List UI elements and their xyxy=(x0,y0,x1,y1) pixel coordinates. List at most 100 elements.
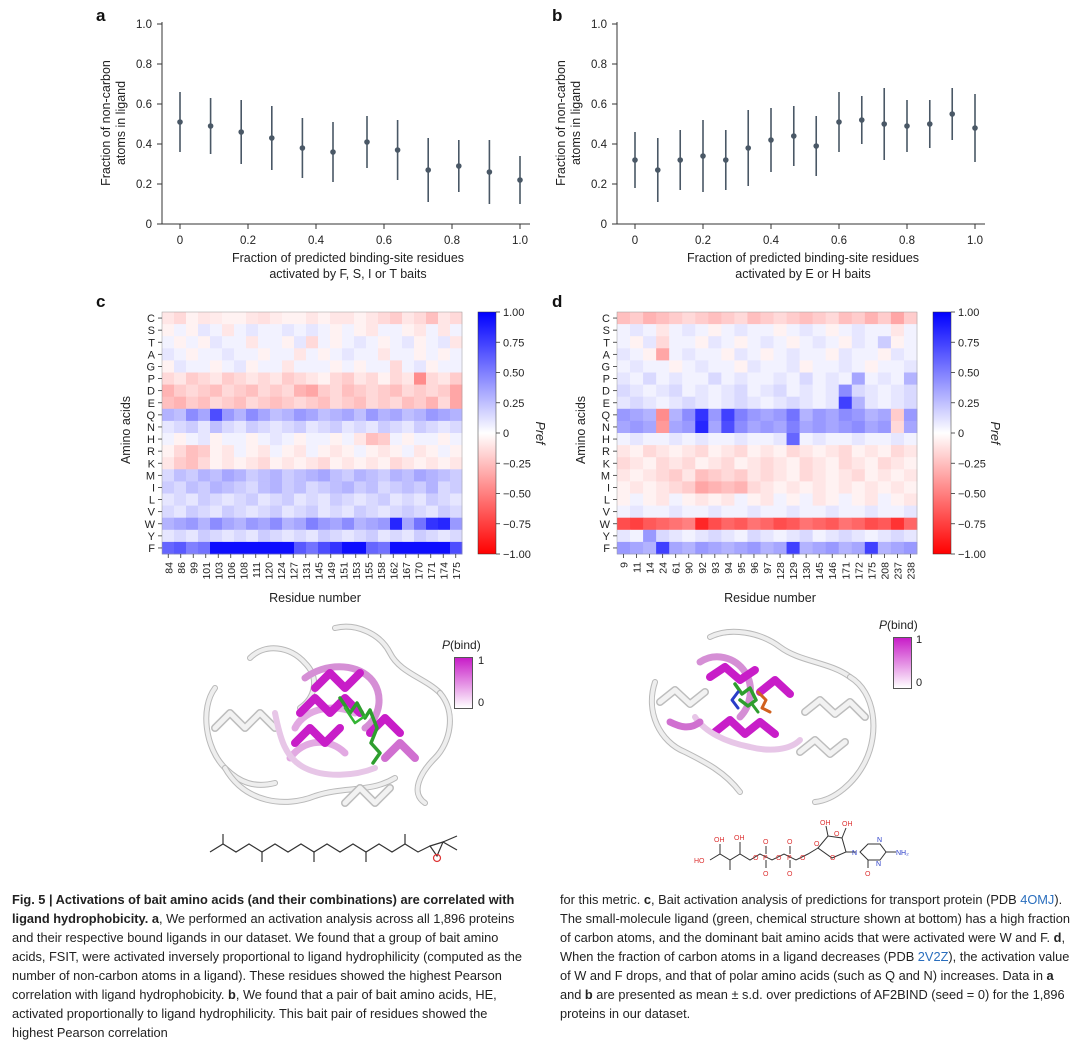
heatmap-cell xyxy=(630,420,644,434)
heatmap-cell xyxy=(825,433,840,446)
heatmap-cell xyxy=(330,457,343,470)
y-tick-label: 0.4 xyxy=(136,139,153,151)
heatmap-cell xyxy=(760,312,774,325)
heatmap-cell xyxy=(734,348,748,361)
heatmap-cell xyxy=(258,396,271,410)
pdb-link-2v2z[interactable]: 2V2Z xyxy=(917,949,949,964)
x-tick-label: 0.4 xyxy=(308,235,325,247)
heatmap-cell xyxy=(708,469,722,482)
heatmap-cell xyxy=(682,360,696,373)
heatmap-cell xyxy=(838,529,853,543)
bind-legend-p: P xyxy=(879,618,888,632)
heatmap-cell xyxy=(747,445,761,458)
heatmap-cell xyxy=(799,312,814,325)
heatmap-cell xyxy=(721,384,735,398)
heatmap-cell xyxy=(773,408,787,422)
heatmap-cell xyxy=(222,469,235,482)
heatmap-cell xyxy=(390,420,403,434)
heatmap-cell xyxy=(799,384,814,398)
heatmap-cell xyxy=(617,517,631,531)
heatmap-cell xyxy=(825,481,840,494)
heatmap-cell xyxy=(695,348,709,361)
heatmap-cell xyxy=(378,372,391,385)
heatmap-cell xyxy=(246,529,259,543)
heatmap-cell xyxy=(414,324,427,337)
heatmap-cell xyxy=(378,312,391,325)
heatmap-cell xyxy=(799,336,814,349)
heatmap-cell xyxy=(643,481,657,494)
heatmap-cell xyxy=(721,457,735,470)
heatmap-cell xyxy=(708,312,722,325)
heatmap-cell xyxy=(682,396,696,410)
heatmap-cell xyxy=(617,408,631,422)
heatmap-cell xyxy=(414,481,427,494)
heatmap-cell xyxy=(354,445,367,458)
atom-label: O xyxy=(787,871,793,878)
pdb-link-4omj[interactable]: 4OMJ xyxy=(1020,892,1055,907)
heatmap-cell xyxy=(162,529,175,543)
heatmap-cell xyxy=(851,420,866,434)
heatmap-cell xyxy=(695,372,709,385)
heatmap-cell xyxy=(656,445,670,458)
heatmap-cell xyxy=(198,372,211,385)
heatmap-cell xyxy=(402,312,415,325)
heatmap-cell xyxy=(174,445,187,458)
heatmap-cell xyxy=(656,384,670,398)
heatmap-cell xyxy=(366,541,379,555)
heatmap-cell xyxy=(390,529,403,543)
heatmap-cell xyxy=(708,348,722,361)
heatmap-cell xyxy=(747,324,761,337)
heatmap-cell xyxy=(890,348,905,361)
atom-label: OH xyxy=(842,821,853,828)
heatmap-cell xyxy=(799,445,814,458)
heatmap-cell xyxy=(174,384,187,398)
heatmap-cell xyxy=(825,312,840,325)
heatmap-cell xyxy=(864,481,879,494)
heatmap-cell xyxy=(877,517,892,531)
heatmap-cell xyxy=(864,493,879,506)
x-axis-label-line-2: activated by F, S, I or T baits xyxy=(269,267,426,281)
heatmap-cell xyxy=(282,529,295,543)
heatmap-cell xyxy=(318,420,331,434)
row-label: V xyxy=(148,507,156,519)
caption-and: and xyxy=(560,987,585,1002)
heatmap-cell xyxy=(354,420,367,434)
heatmap-cell xyxy=(186,384,199,398)
bind-colorbar-left xyxy=(454,657,473,709)
heatmap-cell xyxy=(450,457,463,470)
heatmap-cell xyxy=(721,396,735,410)
heatmap-cell xyxy=(186,445,199,458)
heatmap-cell xyxy=(695,420,709,434)
heatmap-cell xyxy=(426,493,439,506)
row-label: Y xyxy=(603,531,611,543)
heatmap-cell xyxy=(162,348,175,361)
heatmap-cell xyxy=(222,457,235,470)
heatmap-cell xyxy=(630,360,644,373)
heatmap-cell xyxy=(721,517,735,531)
heatmap-cell xyxy=(450,396,463,410)
col-label: 153 xyxy=(351,562,363,580)
heatmap-cell xyxy=(695,517,709,531)
row-label: G xyxy=(601,361,610,373)
col-label: 14 xyxy=(645,562,657,574)
heatmap-cell xyxy=(402,336,415,349)
heatmap-cell xyxy=(198,541,211,555)
heatmap-cell xyxy=(760,433,774,446)
heatmap-cell xyxy=(643,384,657,398)
heatmap-cell xyxy=(812,445,827,458)
heatmap-cell xyxy=(773,493,787,506)
y-tick-label: 0 xyxy=(146,219,152,231)
row-label: E xyxy=(148,398,155,410)
heatmap-cell xyxy=(812,433,827,446)
heatmap-cell xyxy=(342,517,355,531)
heatmap-cell xyxy=(354,433,367,446)
heatmap-cell xyxy=(643,445,657,458)
heatmap-cell xyxy=(864,408,879,422)
heatmap-cell xyxy=(366,433,379,446)
heatmap-cell xyxy=(682,408,696,422)
heatmap-cell xyxy=(318,360,331,373)
heatmap-cell xyxy=(903,396,918,410)
heatmap-cell xyxy=(682,420,696,434)
heatmap-cell xyxy=(246,348,259,361)
col-label: 101 xyxy=(201,562,213,580)
